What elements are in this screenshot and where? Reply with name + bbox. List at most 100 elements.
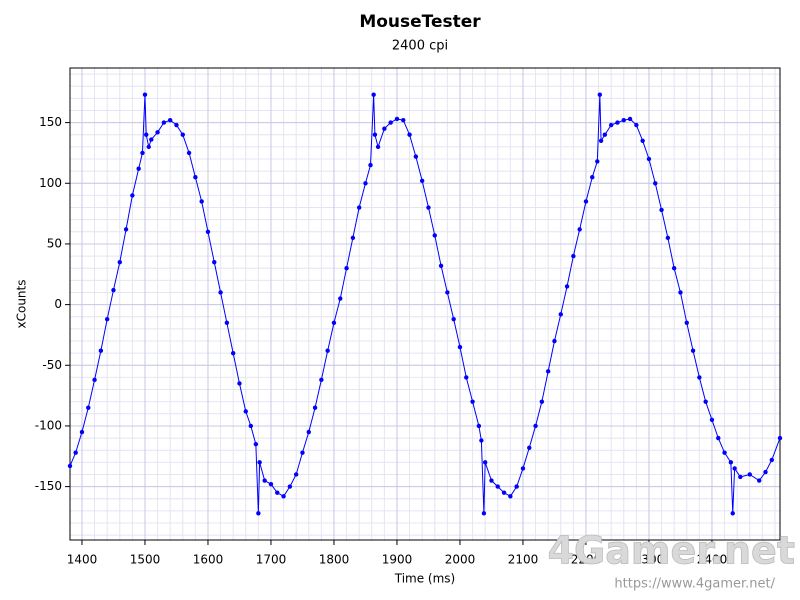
- x-tick-label: 1700: [256, 553, 287, 567]
- point: [495, 484, 500, 489]
- point: [394, 116, 400, 122]
- point: [319, 377, 324, 383]
- point: [577, 227, 582, 232]
- point: [268, 481, 274, 487]
- point: [142, 92, 148, 97]
- point: [407, 132, 412, 137]
- point: [671, 266, 677, 271]
- point: [571, 253, 576, 259]
- point: [237, 381, 242, 386]
- y-tick-label: 100: [39, 176, 62, 190]
- point: [489, 478, 494, 483]
- point: [732, 466, 737, 471]
- point: [180, 132, 185, 137]
- point: [388, 120, 393, 125]
- point: [703, 399, 708, 404]
- point: [356, 205, 362, 210]
- point: [597, 92, 603, 97]
- x-tick-label: 1600: [193, 553, 224, 567]
- point: [199, 199, 204, 204]
- point: [92, 377, 97, 383]
- point: [501, 490, 507, 495]
- x-tick-label: 2000: [445, 553, 476, 567]
- point: [590, 175, 595, 180]
- point: [608, 122, 614, 128]
- point: [438, 263, 444, 268]
- point: [98, 348, 104, 353]
- point: [140, 150, 145, 156]
- point: [690, 348, 696, 353]
- point: [243, 409, 248, 414]
- point: [621, 117, 626, 123]
- point: [117, 259, 122, 265]
- x-tick-label: 1800: [319, 553, 350, 567]
- point: [508, 494, 513, 499]
- point: [479, 438, 484, 443]
- point: [769, 457, 775, 463]
- point: [375, 144, 381, 150]
- point: [344, 266, 349, 271]
- point: [193, 175, 198, 180]
- point: [722, 450, 727, 455]
- x-tick-label: 2100: [508, 553, 539, 567]
- point: [678, 290, 683, 295]
- point: [104, 316, 110, 322]
- point: [481, 511, 487, 516]
- point: [363, 181, 368, 186]
- plot-frame: [69, 67, 781, 541]
- point: [539, 399, 545, 404]
- point: [432, 233, 437, 238]
- point: [413, 154, 419, 159]
- point: [464, 375, 469, 380]
- point: [144, 132, 149, 137]
- point: [545, 369, 551, 374]
- point: [602, 132, 608, 137]
- point: [728, 460, 734, 465]
- point: [564, 284, 570, 289]
- point: [338, 296, 343, 301]
- point: [67, 463, 73, 469]
- point: [697, 375, 702, 380]
- point: [287, 484, 293, 489]
- point: [476, 423, 482, 429]
- point: [401, 117, 406, 123]
- point: [275, 490, 280, 495]
- watermark-url: https://www.4gamer.net/: [614, 577, 775, 592]
- point: [558, 312, 563, 317]
- point: [482, 460, 488, 465]
- point: [262, 478, 267, 483]
- point: [419, 178, 425, 184]
- point: [306, 429, 311, 435]
- point: [149, 137, 154, 142]
- point: [186, 150, 192, 156]
- point: [777, 435, 783, 441]
- x-tick-label: 1500: [130, 553, 161, 567]
- point: [627, 116, 633, 122]
- point: [640, 138, 645, 144]
- point: [646, 156, 652, 162]
- chart-subtitle: 2400 cpi: [392, 39, 448, 54]
- point: [372, 132, 378, 137]
- point: [161, 120, 167, 125]
- point: [312, 405, 318, 410]
- point: [763, 469, 768, 475]
- watermark: 4Gamer.net: [548, 529, 795, 573]
- point: [730, 511, 735, 516]
- x-tick-label: 1400: [67, 553, 98, 567]
- point: [123, 227, 129, 232]
- point: [230, 350, 236, 356]
- y-tick-label: 150: [39, 115, 62, 129]
- point: [371, 92, 376, 97]
- point: [248, 423, 254, 429]
- point: [615, 120, 620, 125]
- point: [583, 199, 589, 204]
- point: [382, 126, 387, 131]
- point: [457, 344, 463, 350]
- point: [256, 511, 261, 516]
- point: [224, 320, 230, 326]
- point: [533, 423, 538, 429]
- point: [595, 159, 600, 164]
- point: [665, 235, 671, 241]
- point: [205, 229, 211, 235]
